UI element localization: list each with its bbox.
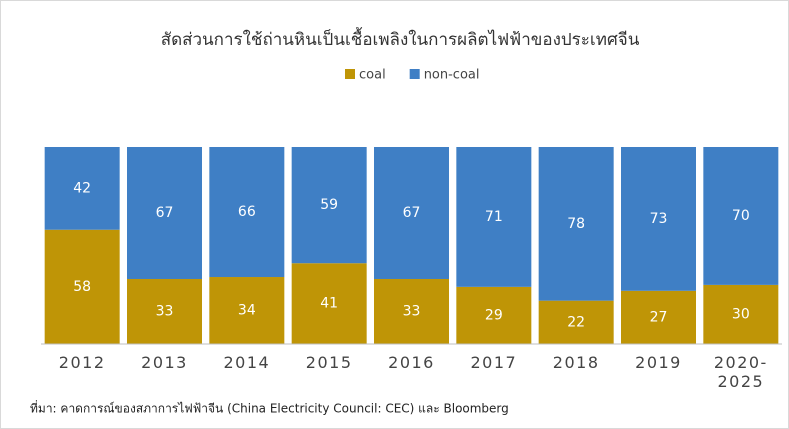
x-tick-label: 2018 [552,353,600,372]
legend-swatch [345,69,355,79]
bar-segment [538,300,614,344]
bar-segment [209,277,285,344]
x-tick-label: 2017 [470,353,518,372]
data-label: 73 [650,211,668,227]
bar-segment [374,278,449,344]
data-label: 70 [732,208,750,224]
legend-label: non-coal [424,68,480,83]
data-label: 33 [156,303,174,319]
bar-segment [621,290,696,344]
bar-segment [538,147,614,301]
bar-segment [374,147,449,279]
data-label: 34 [238,303,256,319]
x-tick-label: 2014 [223,353,271,372]
legend-label: coal [359,68,386,83]
data-label: 71 [485,209,503,225]
legend-swatch [409,69,420,79]
x-tick-label: 2020-2025 [713,353,768,391]
bar-segment [456,147,532,287]
data-label: 67 [156,205,174,221]
data-label: 22 [567,314,585,330]
bar-segment [127,147,202,279]
data-label: 29 [485,307,503,323]
x-tick-label: 2012 [58,353,106,372]
data-label: 67 [403,205,421,221]
data-label: 27 [650,309,668,325]
data-label: 42 [73,180,91,196]
bar-segment [621,147,696,291]
x-tick-label: 2019 [635,353,682,372]
bar-segment [703,147,779,285]
bar-segment [127,278,202,344]
bar-segment [209,147,285,278]
bar-segment [703,284,779,344]
x-tick-label: 2016 [388,353,435,372]
x-tick-label: 2015 [305,353,353,372]
data-label: 33 [403,303,421,319]
data-label: 30 [732,306,750,322]
data-label: 41 [320,296,338,312]
bar-segment [291,147,367,264]
data-label: 59 [320,197,338,213]
source-note: ที่มา: คาดการณ์ของสภาการไฟฟ้าจีน (China … [30,400,509,416]
bar-segment [291,263,367,344]
data-label: 58 [73,279,91,295]
x-tick-label: 2013 [141,353,188,372]
bar-segment [44,229,120,344]
bar-segment [44,147,120,230]
chart-title: สัดส่วนการใช้ถ่านหินเป็นเชื้อเพลิงในการผ… [161,27,640,50]
data-label: 66 [238,204,256,220]
data-label: 78 [567,216,585,232]
bar-segment [456,286,532,344]
